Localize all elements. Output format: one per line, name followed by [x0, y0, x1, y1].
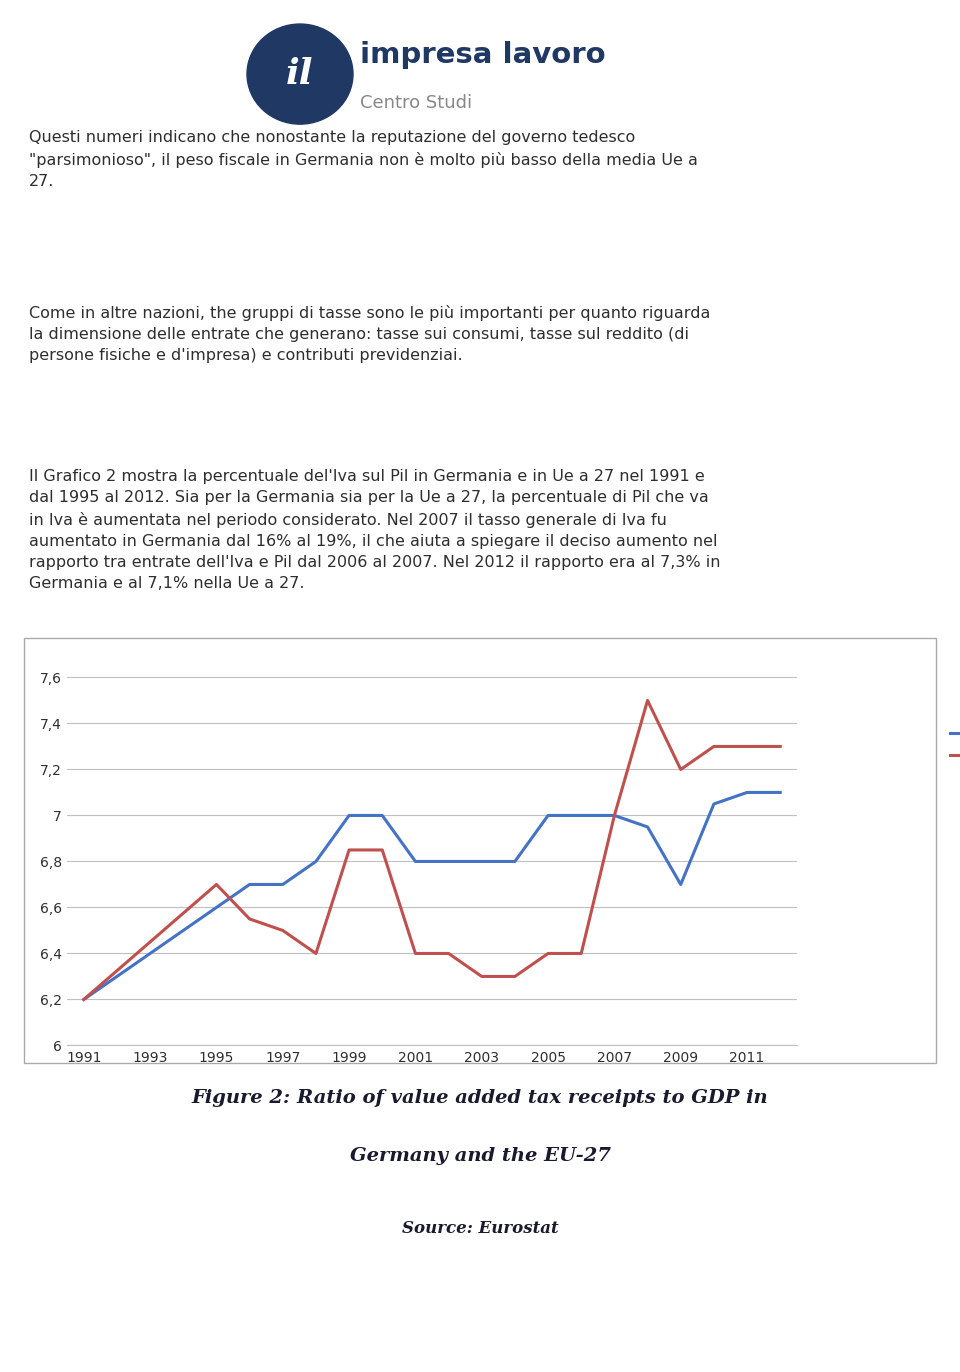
- Text: Source: Eurostat: Source: Eurostat: [401, 1220, 559, 1238]
- Text: impresa lavoro: impresa lavoro: [360, 41, 606, 70]
- Text: Come in altre nazioni, the gruppi di tasse sono le più importanti per quanto rig: Come in altre nazioni, the gruppi di tas…: [29, 306, 710, 364]
- Text: Il Grafico 2 mostra la percentuale del'Iva sul Pil in Germania e in Ue a 27 nel : Il Grafico 2 mostra la percentuale del'I…: [29, 469, 720, 591]
- Text: il: il: [286, 58, 314, 91]
- Text: Germany and the EU-27: Germany and the EU-27: [349, 1147, 611, 1165]
- Legend: EU-27, Germany: EU-27, Germany: [944, 720, 960, 770]
- Text: Questi numeri indicano che nonostante la reputazione del governo tedesco
"parsim: Questi numeri indicano che nonostante la…: [29, 130, 698, 189]
- Text: Figure 2: Ratio of value added tax receipts to GDP in: Figure 2: Ratio of value added tax recei…: [192, 1089, 768, 1107]
- Circle shape: [247, 25, 353, 123]
- Text: Centro Studi: Centro Studi: [360, 95, 472, 113]
